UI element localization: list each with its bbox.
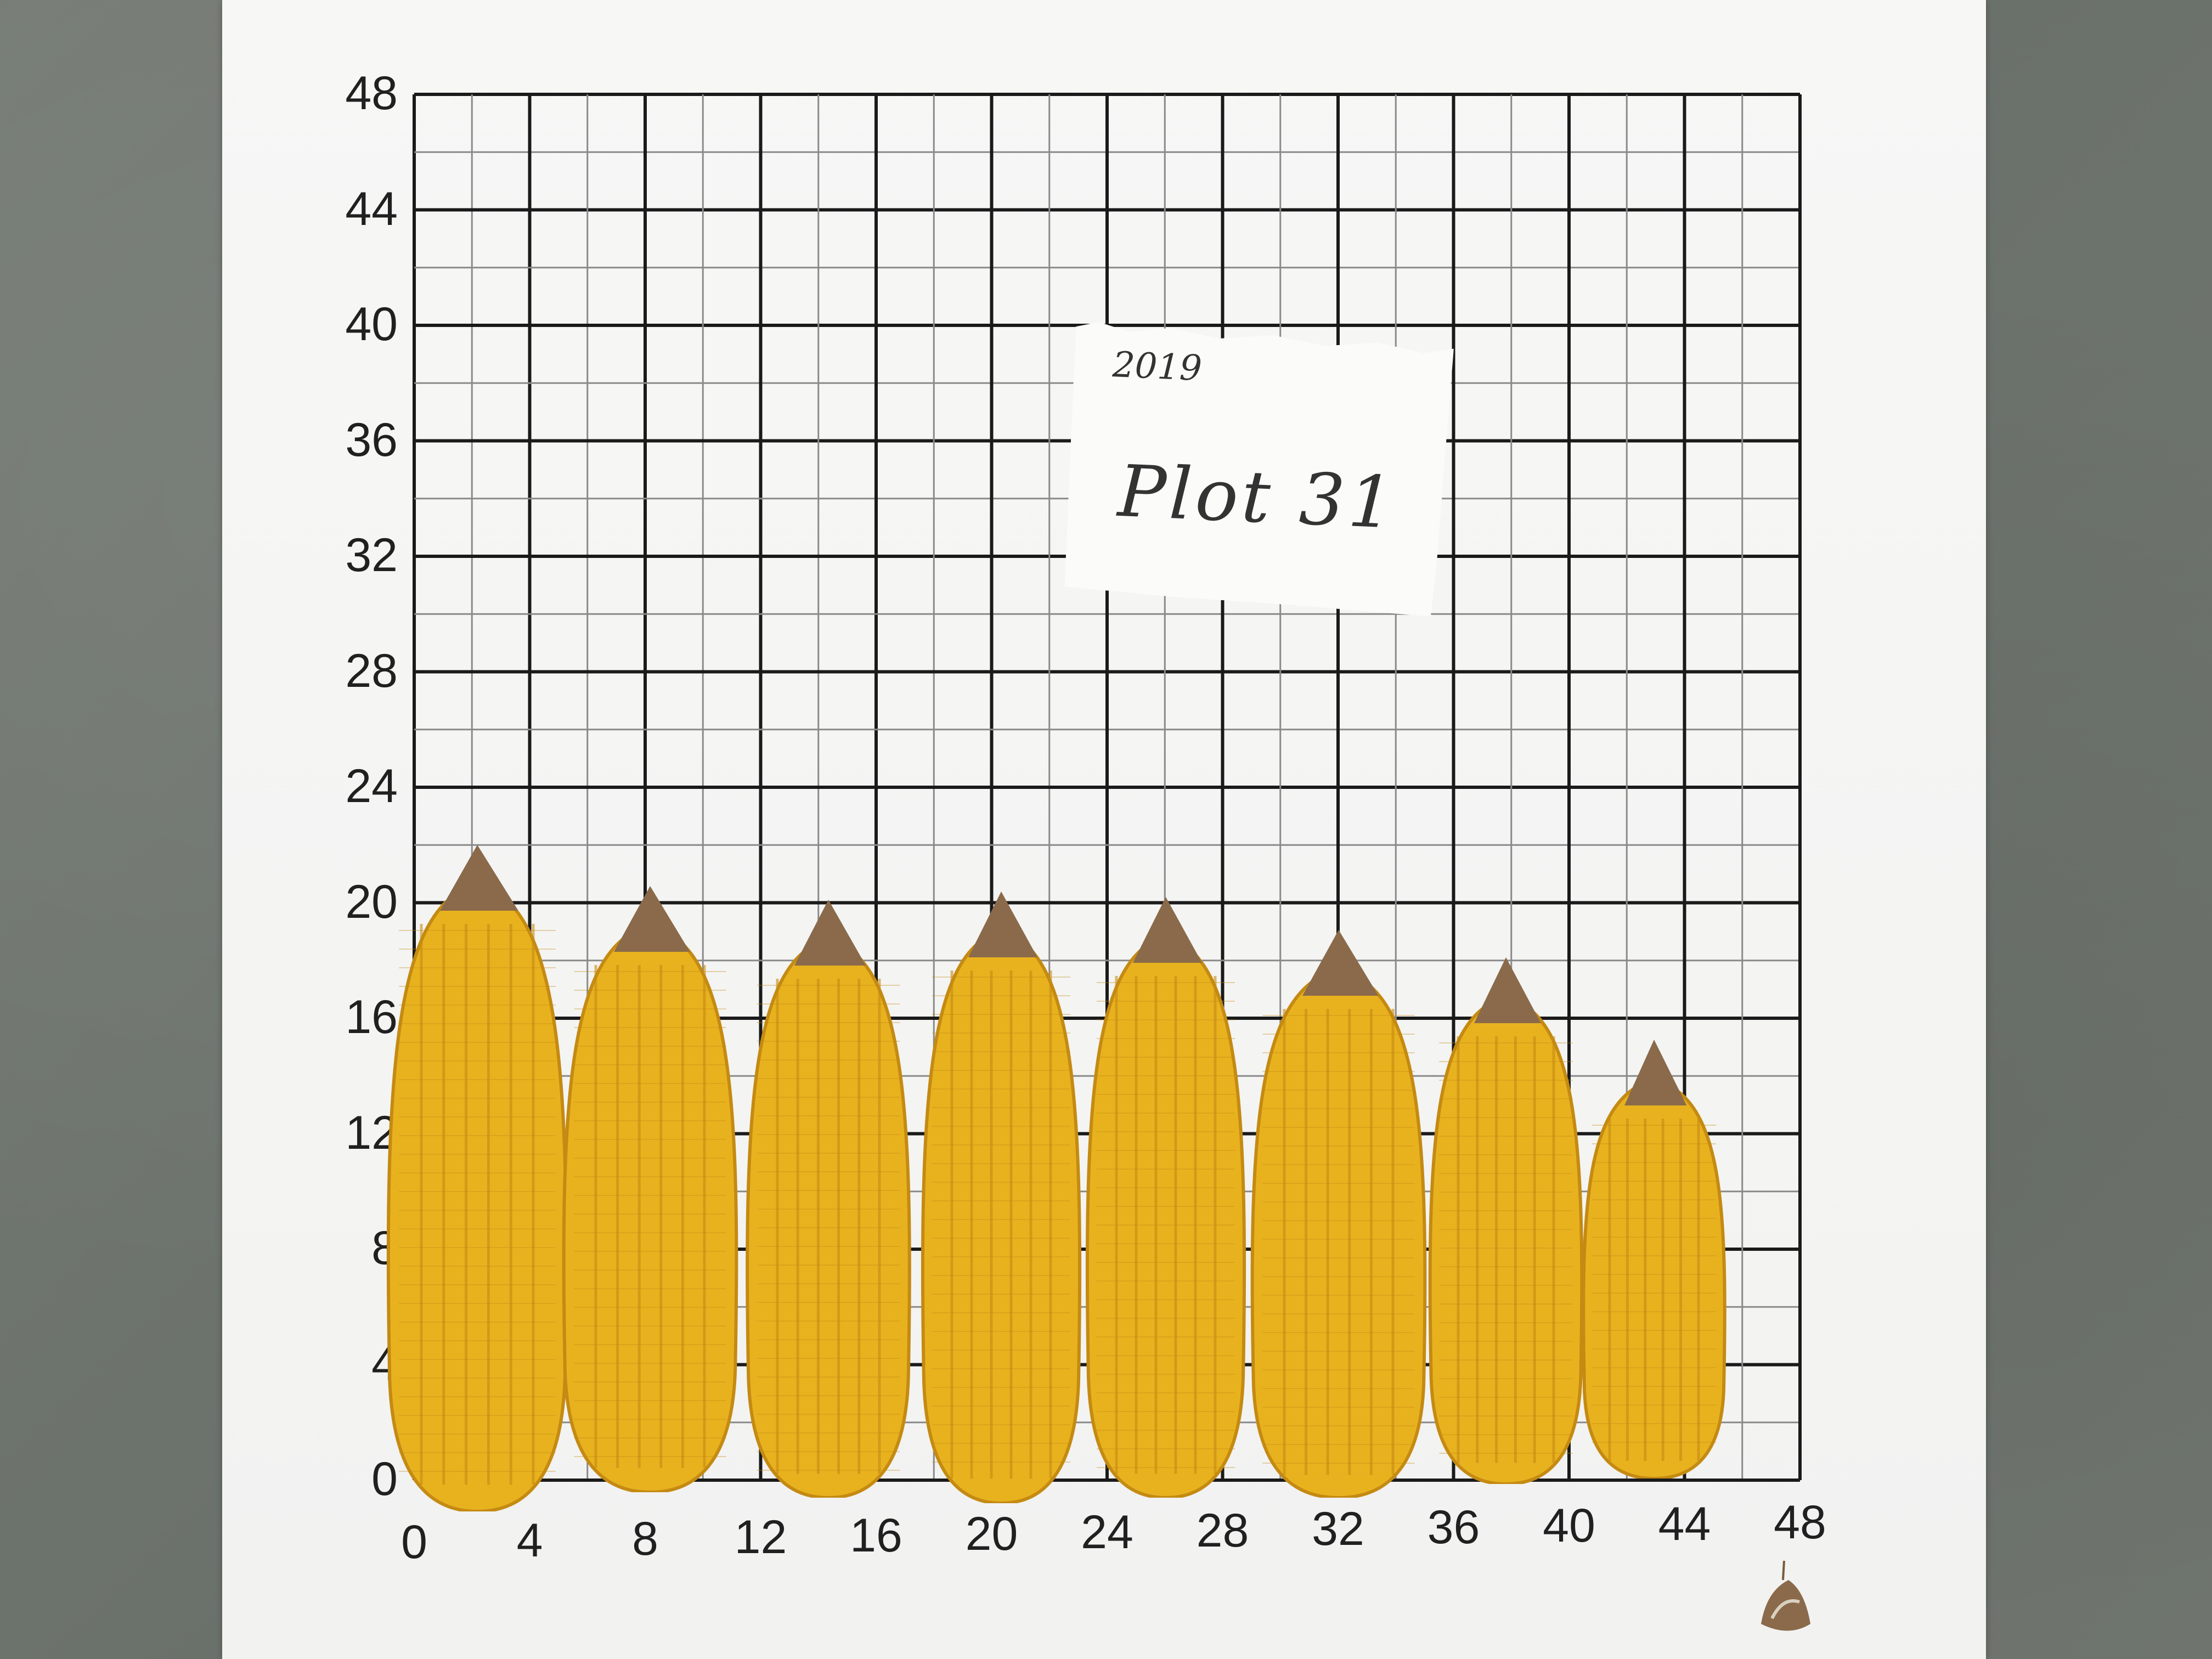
y-tick-label: 44 [345, 182, 398, 235]
corn-ear-icon [1250, 930, 1427, 1498]
corn-ear-icon [921, 891, 1082, 1503]
corn-ear-icon [746, 900, 911, 1498]
x-tick-label: 44 [1658, 1498, 1711, 1550]
y-tick-label: 28 [345, 644, 398, 697]
y-tick-label: 40 [345, 298, 398, 351]
y-tick-label: 24 [345, 760, 398, 812]
corn-ear-icon [386, 845, 568, 1511]
x-tick-label: 16 [850, 1509, 902, 1562]
x-tick-label: 40 [1543, 1499, 1595, 1552]
x-tick-label: 48 [1774, 1496, 1826, 1549]
x-tick-label: 24 [1081, 1506, 1133, 1559]
x-tick-label: 36 [1427, 1501, 1480, 1554]
husk-debris-icon [1761, 1560, 1810, 1631]
y-tick-label: 32 [345, 529, 398, 582]
x-tick-label: 20 [965, 1508, 1018, 1560]
x-tick-label: 8 [632, 1513, 658, 1565]
note-plot-label: Plot 31 [1116, 449, 1399, 545]
x-tick-label: 0 [401, 1516, 427, 1568]
handwritten-note: 2019 Plot 31 [1064, 321, 1454, 617]
x-tick-label: 4 [516, 1514, 543, 1567]
x-tick-label: 28 [1196, 1504, 1249, 1557]
y-tick-label: 0 [371, 1453, 398, 1505]
x-tick-label: 32 [1312, 1503, 1364, 1555]
note-year: 2019 [1111, 345, 1203, 390]
y-tick-label: 48 [345, 67, 398, 120]
corn-ear-icon [1582, 1040, 1726, 1479]
y-tick-label: 20 [345, 875, 398, 928]
corn-ear-icon [1428, 957, 1584, 1484]
y-tick-label: 36 [345, 413, 398, 466]
y-tick-label: 16 [345, 991, 398, 1043]
corn-ear-icon [562, 886, 738, 1492]
x-tick-label: 12 [734, 1511, 787, 1564]
corn-ear-icon [1085, 897, 1246, 1498]
